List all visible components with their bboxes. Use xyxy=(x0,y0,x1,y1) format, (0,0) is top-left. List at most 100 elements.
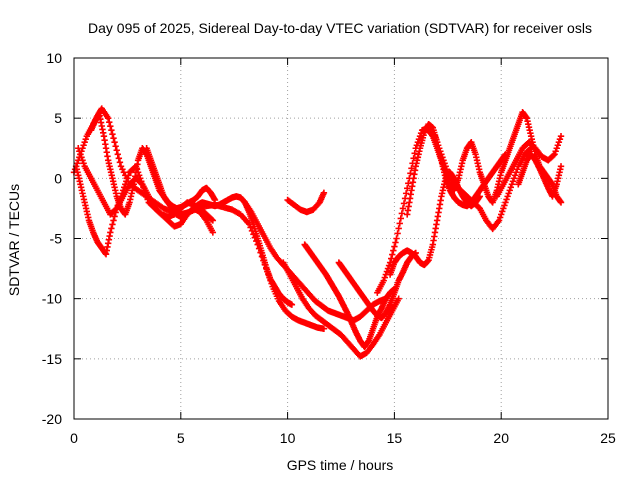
data-point-marker xyxy=(79,157,86,164)
data-point-marker xyxy=(81,139,88,146)
data-point-marker xyxy=(385,262,393,269)
data-point-marker xyxy=(495,217,503,224)
data-point-marker xyxy=(509,178,517,185)
data-point-marker xyxy=(109,131,116,138)
x-tick-labels: 0 5 10 15 20 25 xyxy=(70,430,616,446)
data-point-marker xyxy=(106,118,113,126)
series-s8 xyxy=(280,259,402,360)
chart-title: Day 095 of 2025, Sidereal Day-to-day VTE… xyxy=(88,20,592,36)
series-s16 xyxy=(515,151,565,200)
series-layer xyxy=(70,105,565,360)
data-point-marker xyxy=(320,189,328,196)
data-point-marker xyxy=(415,136,423,143)
y-axis-label: SDTVAR / TECUs xyxy=(6,184,22,296)
series-s15 xyxy=(493,133,565,200)
data-point-marker xyxy=(209,217,217,224)
x-tick-label: 5 xyxy=(177,430,185,446)
data-point-marker xyxy=(381,274,388,281)
data-point-marker xyxy=(397,215,405,222)
data-point-marker xyxy=(508,181,516,188)
data-point-marker xyxy=(386,259,394,266)
y-tick-label: -20 xyxy=(42,411,62,427)
data-point-marker xyxy=(247,224,254,231)
plot-frame xyxy=(73,57,609,420)
data-point-marker xyxy=(511,172,519,179)
data-point-marker xyxy=(320,325,328,332)
data-point-marker xyxy=(551,151,558,158)
data-point-marker xyxy=(384,265,392,272)
data-point-marker xyxy=(111,139,118,146)
data-point-marker xyxy=(80,160,87,167)
data-point-marker xyxy=(553,145,560,152)
data-point-marker xyxy=(109,221,116,228)
data-point-marker xyxy=(557,199,565,206)
y-tick-label: -5 xyxy=(50,231,63,247)
y-tick-label: -15 xyxy=(42,351,62,367)
data-point-marker xyxy=(399,205,407,212)
data-point-marker xyxy=(392,239,399,246)
data-point-marker xyxy=(383,268,391,275)
y-tick-label: -10 xyxy=(42,291,62,307)
x-tick-label: 15 xyxy=(387,430,403,446)
series-s4 xyxy=(75,145,217,224)
data-point-marker xyxy=(208,216,215,223)
data-point-marker xyxy=(135,172,143,179)
data-point-marker xyxy=(408,165,415,172)
data-point-marker xyxy=(410,155,417,162)
data-point-marker xyxy=(76,148,83,155)
y-tick-label: 5 xyxy=(54,110,62,126)
grid xyxy=(74,58,608,419)
data-point-marker xyxy=(111,213,118,220)
series-s5 xyxy=(143,145,296,308)
data-point-marker xyxy=(499,208,506,215)
data-point-marker xyxy=(124,175,131,182)
data-point-marker xyxy=(394,230,401,237)
data-point-marker xyxy=(507,184,515,191)
data-point-marker xyxy=(555,139,563,146)
data-point-marker xyxy=(211,196,219,204)
data-point-marker xyxy=(526,146,534,153)
data-point-marker xyxy=(387,255,395,262)
y-tick-label: 10 xyxy=(46,50,62,66)
x-axis-label: GPS time / hours xyxy=(287,457,394,473)
data-point-marker xyxy=(393,235,400,242)
data-point-marker xyxy=(404,185,411,192)
data-point-marker xyxy=(414,139,422,146)
data-point-marker xyxy=(510,175,518,182)
data-point-marker xyxy=(78,154,85,161)
data-point-marker xyxy=(110,135,117,142)
data-point-marker xyxy=(550,152,557,159)
data-point-marker xyxy=(107,229,114,236)
series-s1 xyxy=(70,105,328,332)
data-point-marker xyxy=(504,193,511,200)
data-point-marker xyxy=(554,142,562,149)
data-point-marker xyxy=(498,211,505,218)
data-point-marker xyxy=(125,172,132,179)
data-point-marker xyxy=(115,155,123,162)
data-point-marker xyxy=(389,251,396,258)
data-point-marker xyxy=(505,190,512,197)
x-tick-label: 25 xyxy=(600,430,616,446)
data-point-marker xyxy=(123,178,130,185)
data-point-marker xyxy=(402,190,410,197)
data-point-marker xyxy=(407,170,414,177)
data-point-marker xyxy=(107,122,114,130)
series-s9 xyxy=(335,249,419,322)
data-point-marker xyxy=(557,133,565,140)
data-point-marker xyxy=(209,229,217,236)
x-tick-label: 0 xyxy=(70,430,78,446)
data-point-marker xyxy=(395,295,402,302)
data-point-marker xyxy=(75,145,82,152)
data-point-marker xyxy=(108,225,115,232)
data-point-marker xyxy=(110,217,117,224)
data-point-marker xyxy=(503,196,510,203)
y-tick-labels: -20 -15 -10 -5 0 5 10 xyxy=(42,50,62,427)
x-tick-label: 10 xyxy=(280,430,296,446)
data-point-marker xyxy=(400,200,408,207)
series-s10 xyxy=(284,189,328,216)
data-point-marker xyxy=(501,202,508,209)
data-point-marker xyxy=(380,277,387,284)
data-point-marker xyxy=(552,148,559,155)
data-point-marker xyxy=(390,247,397,254)
